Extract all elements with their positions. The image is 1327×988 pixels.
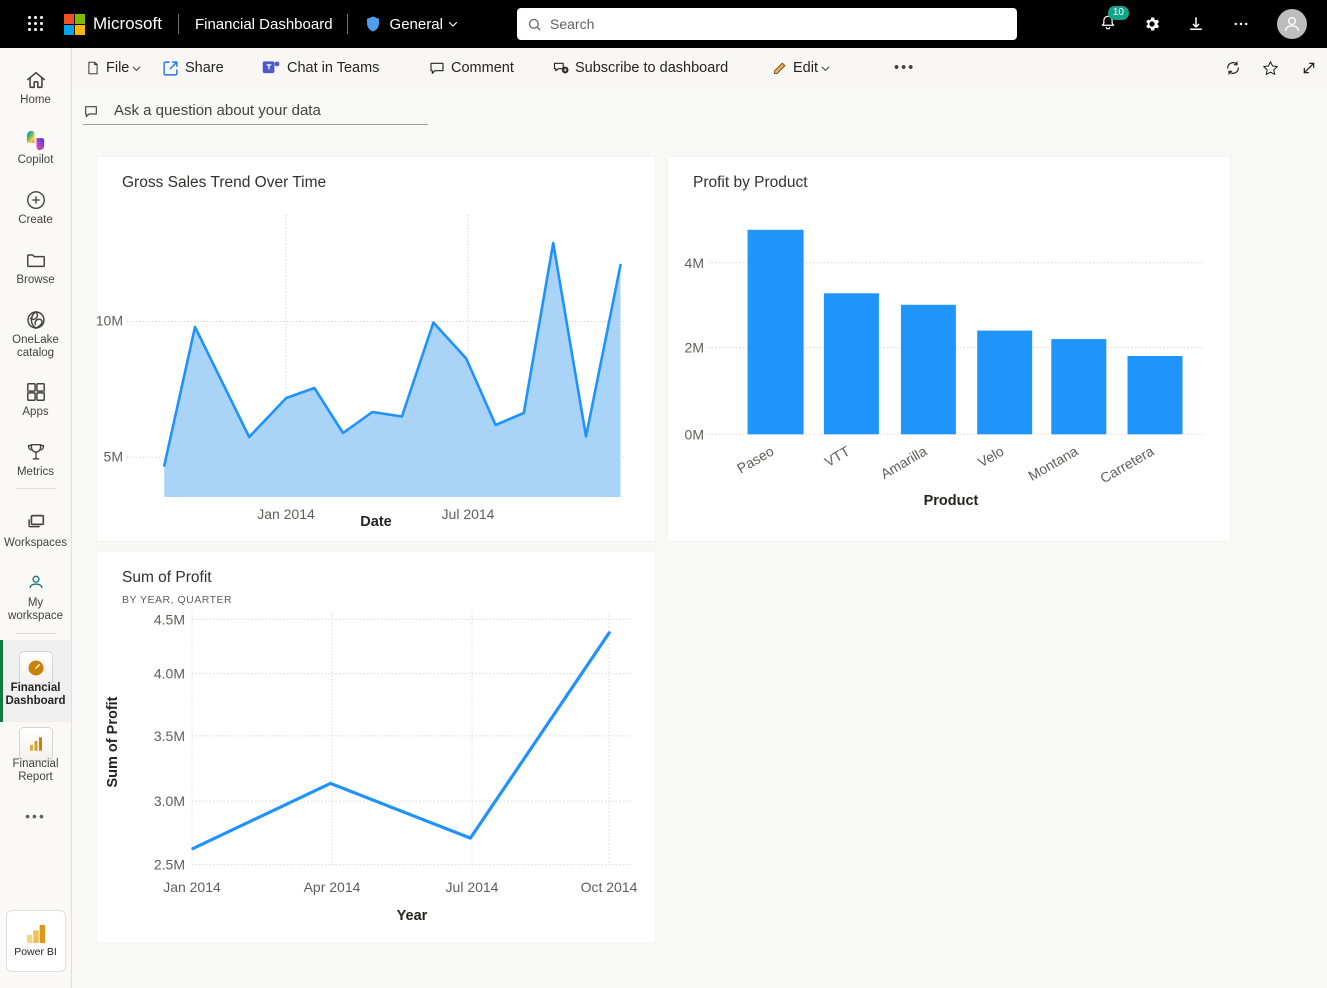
svg-text:Jan 2014: Jan 2014 [257,506,315,522]
svg-text:0M: 0M [685,426,704,442]
svg-text:3.0M: 3.0M [154,793,185,809]
svg-text:VTT: VTT [822,443,853,470]
svg-text:10M: 10M [97,313,123,329]
svg-text:4.0M: 4.0M [154,666,185,682]
svg-text:Jul 2014: Jul 2014 [446,879,499,895]
svg-text:Paseo: Paseo [734,443,777,477]
svg-text:Velo: Velo [975,443,1007,471]
svg-text:Year: Year [397,908,428,924]
svg-text:Carretera: Carretera [1097,443,1156,487]
svg-text:2.5M: 2.5M [154,857,185,873]
svg-text:2M: 2M [685,340,704,356]
svg-text:Montana: Montana [1025,443,1080,484]
svg-text:Apr 2014: Apr 2014 [304,879,361,895]
svg-text:Sum of Profit: Sum of Profit [105,696,121,787]
svg-text:3.5M: 3.5M [154,728,185,744]
svg-text:5M: 5M [104,448,123,464]
svg-text:4M: 4M [685,255,704,271]
svg-text:Jul 2014: Jul 2014 [442,506,495,522]
svg-text:Date: Date [360,514,391,530]
svg-text:Oct 2014: Oct 2014 [581,879,638,895]
svg-text:4.5M: 4.5M [154,611,185,627]
svg-text:Product: Product [924,493,979,509]
svg-text:Jan 2014: Jan 2014 [163,879,221,895]
svg-text:Amarilla: Amarilla [878,443,930,482]
